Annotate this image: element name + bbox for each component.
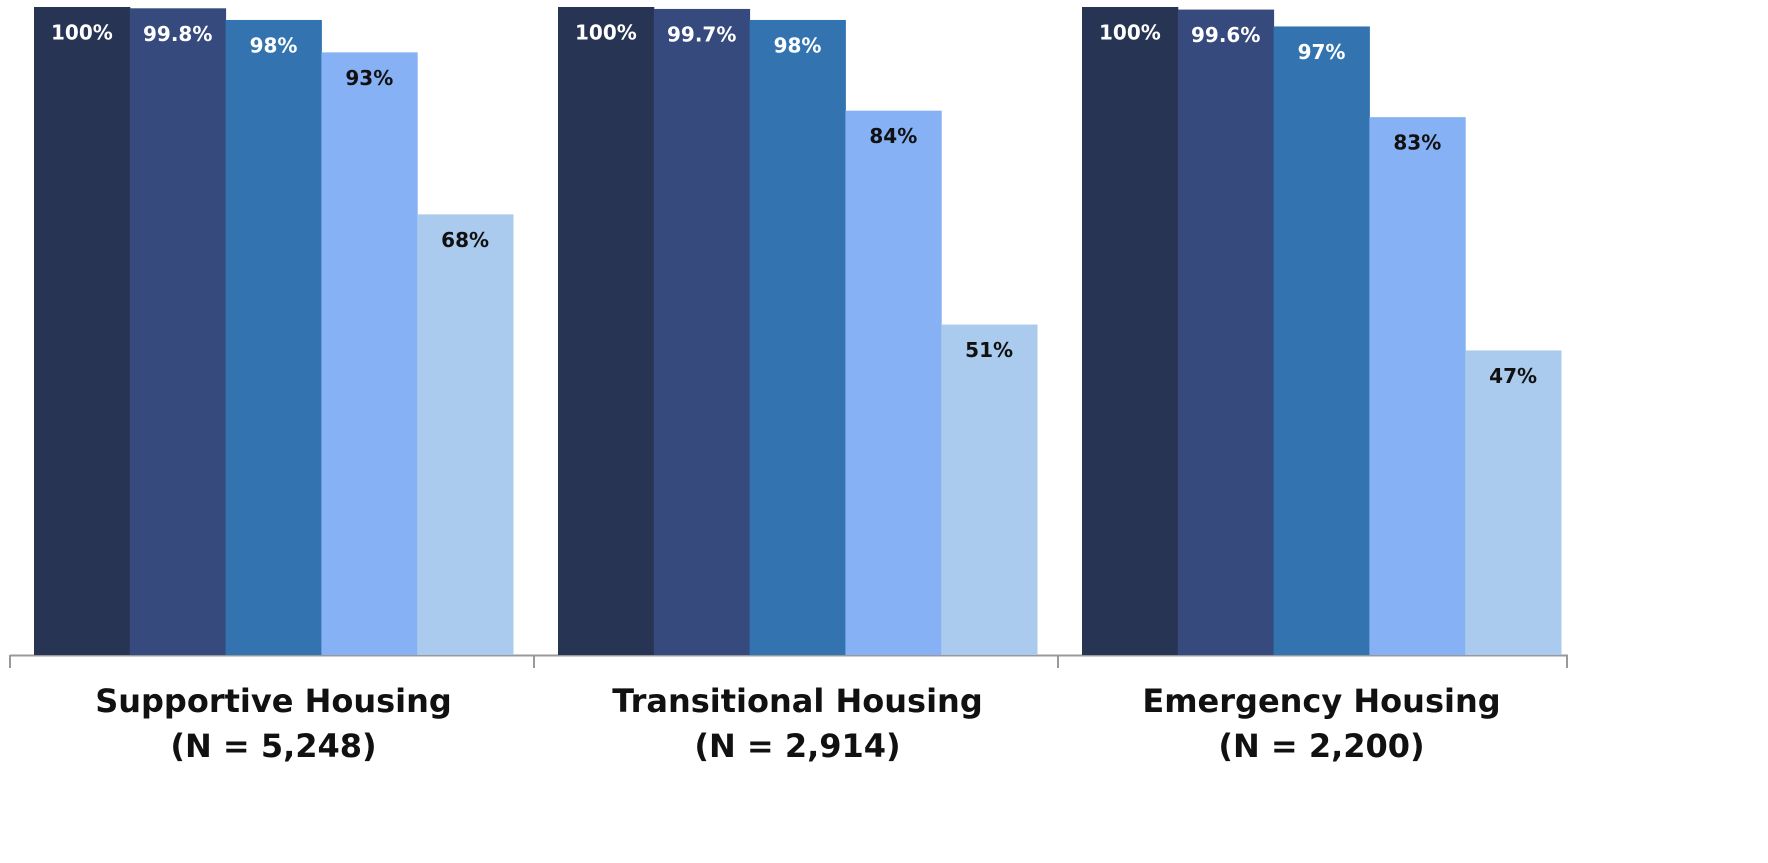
value-label: 51%: [965, 338, 1013, 362]
bar: [558, 7, 655, 655]
bar: [417, 214, 514, 656]
x-tick-label: (N = 2,914): [694, 727, 900, 765]
bar: [653, 8, 751, 656]
value-label: 97%: [1298, 40, 1346, 64]
bar: [1082, 7, 1179, 655]
value-label: 93%: [345, 66, 393, 90]
bar: [321, 52, 418, 656]
value-label: 100%: [575, 21, 637, 45]
value-label: 84%: [869, 124, 917, 148]
bar: [1369, 117, 1466, 655]
value-label: 98%: [774, 33, 822, 57]
value-label: 47%: [1489, 364, 1537, 388]
value-label: 99.7%: [667, 22, 736, 46]
value-label: 99.8%: [143, 22, 212, 46]
x-tick-label: Supportive Housing: [95, 682, 452, 720]
x-tick-label: Transitional Housing: [612, 682, 982, 720]
bar: [1465, 350, 1562, 655]
bar: [1177, 9, 1275, 656]
value-label: 68%: [441, 228, 489, 252]
value-label: 98%: [250, 33, 298, 57]
x-tick-label: (N = 2,200): [1218, 727, 1424, 765]
x-tick-label: Emergency Housing: [1142, 682, 1500, 720]
bar: [845, 110, 942, 656]
x-tick-label: (N = 5,248): [170, 727, 376, 765]
value-label: 100%: [1099, 21, 1161, 45]
value-label: 100%: [51, 21, 113, 45]
bar: [34, 7, 131, 655]
value-label: 83%: [1393, 131, 1441, 155]
bar: [1273, 26, 1370, 655]
bar: [941, 324, 1038, 655]
bar: [225, 19, 322, 655]
bar: [129, 8, 227, 655]
value-label: 99.6%: [1191, 23, 1260, 47]
bar: [749, 19, 846, 655]
